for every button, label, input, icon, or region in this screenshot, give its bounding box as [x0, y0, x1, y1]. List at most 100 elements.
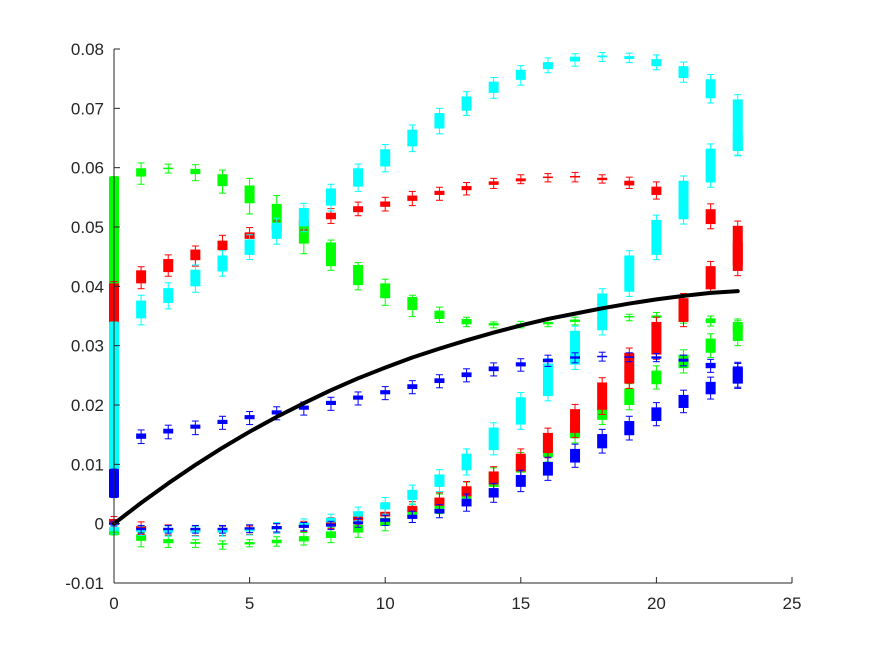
box-body	[570, 330, 581, 365]
box-body	[353, 521, 364, 525]
box-mark	[407, 124, 418, 153]
box-mark	[380, 144, 391, 173]
box-mark	[570, 53, 581, 67]
box-mark	[190, 420, 201, 436]
box-mark	[515, 65, 526, 86]
box-mark	[380, 196, 391, 212]
box-body	[624, 180, 635, 186]
box-body	[380, 502, 391, 510]
box-body	[732, 132, 743, 152]
box-body	[407, 129, 418, 147]
box-mark	[597, 377, 608, 415]
box-body	[705, 79, 716, 99]
box-mark	[353, 391, 364, 406]
box-body	[136, 270, 147, 284]
box-body	[190, 542, 201, 544]
box-mark	[244, 539, 255, 548]
box-mark	[597, 351, 608, 362]
box-body	[570, 56, 581, 62]
x-tick-label: 10	[376, 594, 395, 613]
box-mark	[136, 294, 147, 326]
box-body	[136, 527, 147, 531]
box-mark	[163, 163, 174, 174]
box-body	[570, 175, 581, 178]
box-mark	[488, 76, 499, 99]
box-body	[678, 358, 689, 362]
box-mark	[570, 316, 581, 326]
box-body	[271, 203, 282, 226]
box-mark	[353, 201, 364, 217]
box-body	[624, 316, 635, 318]
box-body	[244, 415, 255, 420]
box-mark	[488, 321, 499, 329]
box-body	[624, 421, 635, 436]
box-body	[271, 410, 282, 415]
y-tick-label: 0.06	[71, 159, 104, 178]
box-body	[163, 428, 174, 434]
box-mark	[244, 411, 255, 426]
box-body	[542, 432, 553, 454]
y-tick-label: 0.05	[71, 218, 104, 237]
box-body	[570, 448, 581, 463]
box-body	[407, 384, 418, 389]
box-mark	[705, 203, 716, 230]
box-mark	[597, 52, 608, 62]
box-body	[461, 186, 472, 191]
box-body	[434, 378, 445, 384]
box-body	[217, 255, 228, 272]
box-body	[380, 149, 391, 167]
box-body	[732, 325, 743, 341]
box-body	[244, 185, 255, 204]
box-body	[325, 242, 336, 267]
box-body	[570, 409, 581, 433]
box-series-3	[109, 351, 743, 534]
y-tick-label: 0.01	[71, 455, 104, 474]
box-body	[705, 148, 716, 183]
box-body	[271, 526, 282, 530]
box-mark	[705, 74, 716, 104]
box-body	[488, 488, 499, 498]
box-body	[325, 212, 336, 220]
box-mark	[705, 315, 716, 327]
box-mark	[461, 316, 472, 328]
box-mark	[434, 374, 445, 389]
box-body	[163, 167, 174, 170]
box-body	[217, 419, 228, 424]
box-mark	[217, 250, 228, 277]
box-mark	[488, 482, 499, 503]
box-mark	[651, 54, 662, 71]
box-mark	[515, 392, 526, 430]
box-mark	[136, 524, 147, 534]
box-mark	[163, 535, 174, 548]
box-body	[298, 536, 309, 542]
box-mark	[407, 380, 418, 395]
box-body	[271, 222, 282, 239]
box-body	[190, 527, 201, 531]
box-body	[542, 62, 553, 70]
box-mark	[407, 294, 418, 318]
box-body	[678, 180, 689, 220]
x-tick-label: 25	[783, 594, 802, 613]
box-mark	[190, 245, 201, 267]
box-body	[488, 323, 499, 326]
box-mark	[705, 143, 716, 188]
box-body	[298, 208, 309, 227]
box-body	[597, 434, 608, 449]
box-mark	[298, 532, 309, 546]
box-mark	[407, 190, 418, 207]
box-body	[353, 168, 364, 187]
box-body	[407, 514, 418, 519]
box-mark	[515, 358, 526, 372]
box-mark	[298, 521, 309, 532]
box-mark	[542, 173, 553, 183]
box-body	[217, 527, 228, 531]
box-body	[407, 489, 418, 500]
box-body	[651, 315, 662, 318]
box-series-2	[109, 52, 743, 537]
box-body	[515, 475, 526, 487]
box-mark	[570, 403, 581, 439]
box-mark	[407, 484, 418, 506]
box-body	[597, 293, 608, 331]
box-mark	[597, 174, 608, 184]
box-body	[651, 370, 662, 385]
